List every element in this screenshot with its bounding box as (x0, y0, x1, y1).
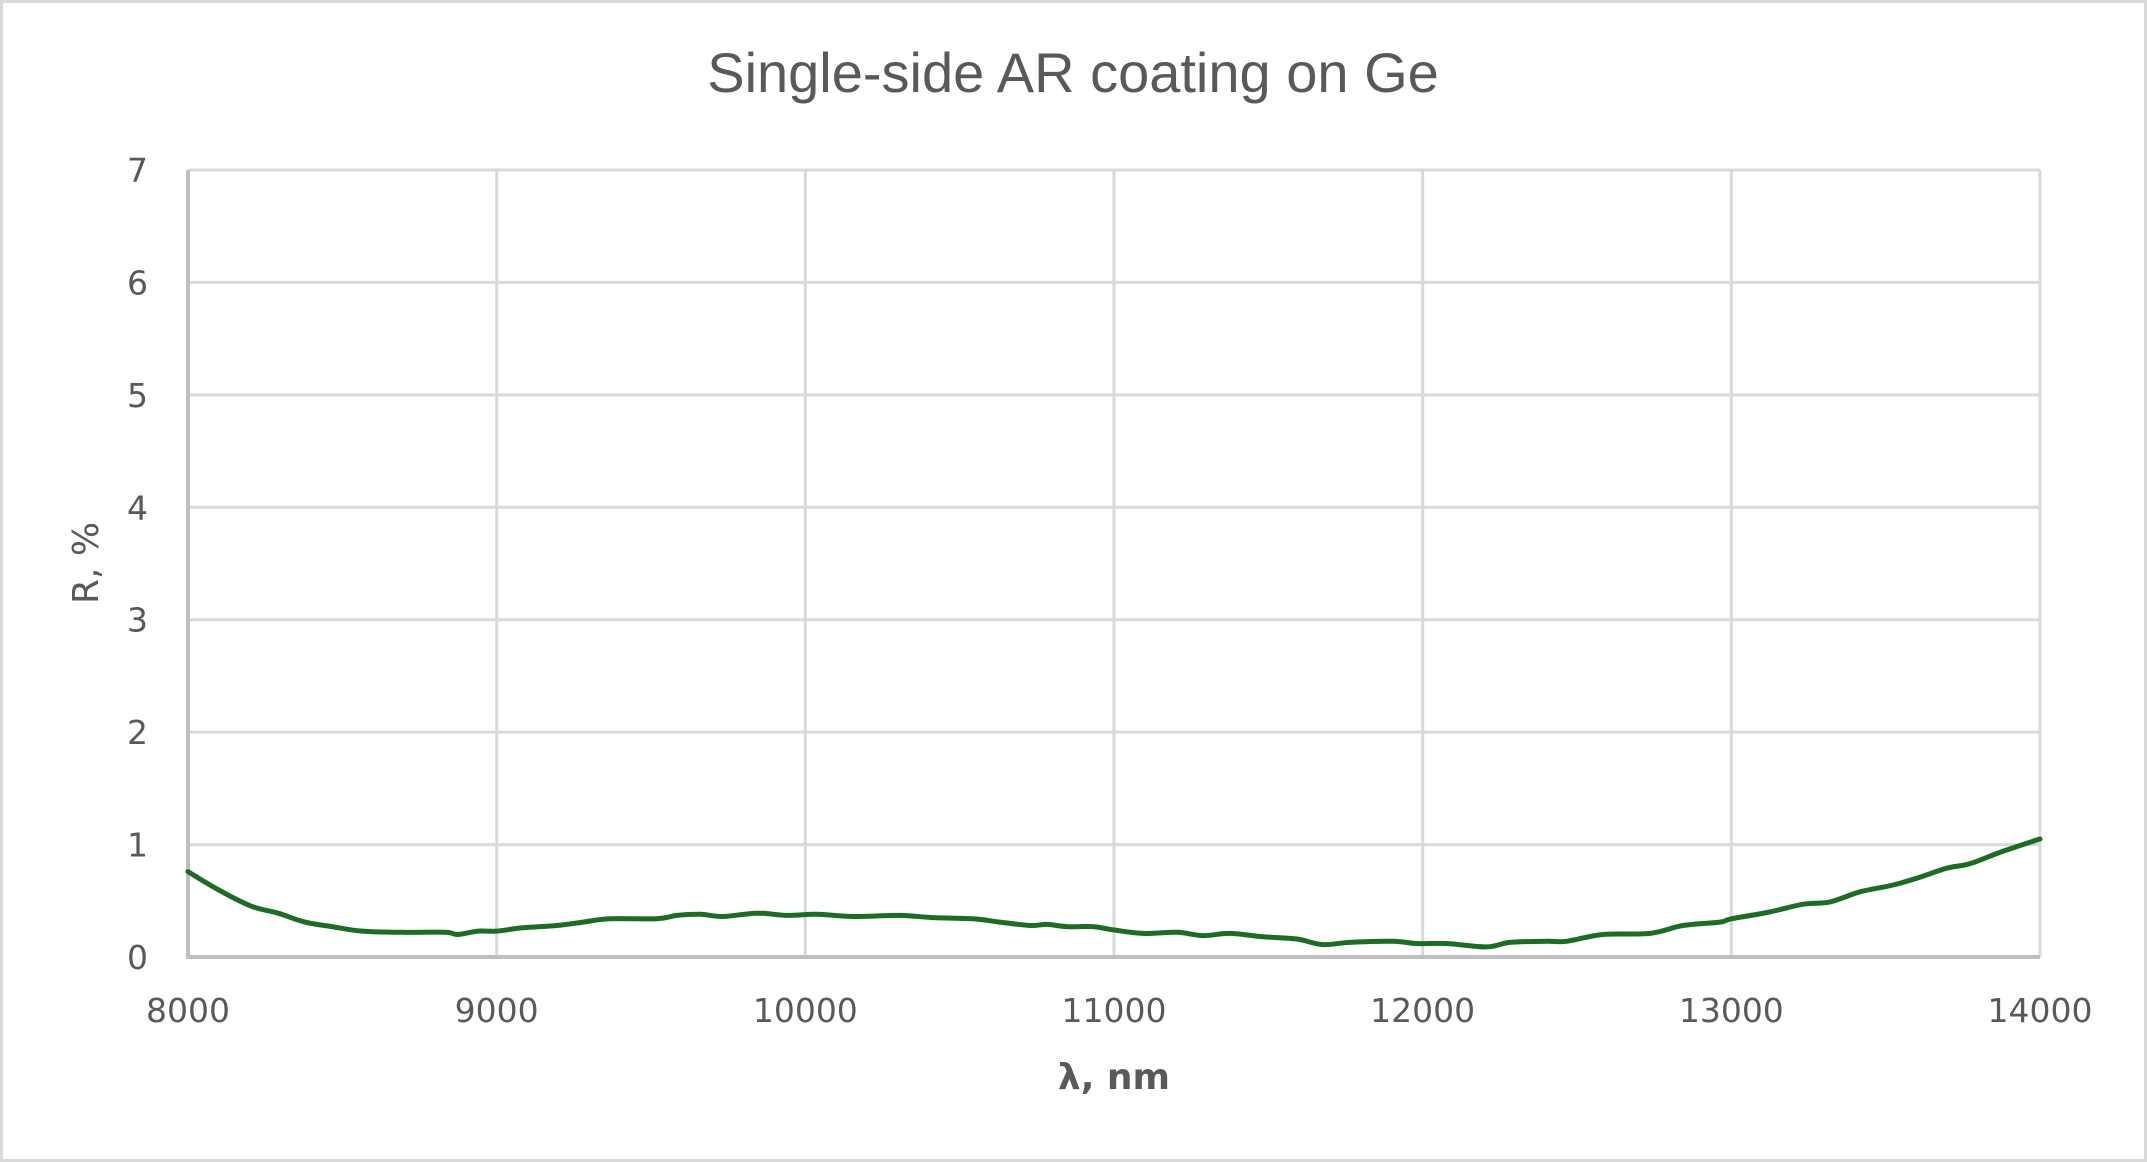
reflectance-line (185, 836, 2043, 950)
x-tick-label: 12000 (1370, 991, 1475, 1030)
y-tick-label: 3 (127, 601, 148, 640)
x-tick-label: 11000 (1062, 991, 1167, 1030)
axes (186, 170, 2040, 959)
x-tick-label: 10000 (753, 991, 858, 1030)
chart-title: Single-side AR coating on Ge (707, 41, 1439, 104)
y-tick-label: 5 (127, 376, 148, 415)
y-tick-label: 1 (127, 826, 148, 865)
y-tick-label: 6 (127, 263, 148, 302)
x-tick-label: 14000 (1988, 991, 2093, 1030)
y-tick-labels: 0 1 2 3 4 5 6 7 (127, 151, 148, 977)
gridlines (188, 168, 2042, 957)
x-tick-label: 9000 (455, 991, 539, 1030)
x-tick-labels: 8000 9000 10000 11000 12000 13000 14000 (146, 991, 2092, 1030)
y-tick-label: 4 (127, 488, 148, 527)
x-axis-title: λ, nm (1058, 1057, 1170, 1098)
x-tick-label: 8000 (146, 991, 230, 1030)
x-tick-label: 13000 (1679, 991, 1784, 1030)
y-axis-title: R, % (66, 522, 107, 604)
y-tick-label: 7 (127, 151, 148, 190)
y-tick-label: 2 (127, 713, 148, 752)
y-tick-label: 0 (127, 938, 148, 977)
